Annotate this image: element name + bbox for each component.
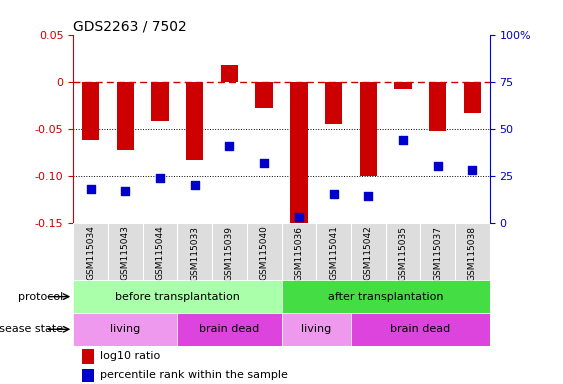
Bar [360,82,377,176]
Bar [421,223,455,280]
Text: GSM115042: GSM115042 [364,226,373,280]
Text: GSM115035: GSM115035 [399,226,408,281]
Point [155,174,164,180]
Bar [455,223,490,280]
Text: GDS2263 / 7502: GDS2263 / 7502 [73,20,187,33]
Bar [316,223,351,280]
Bar [351,313,490,346]
Point [294,214,303,220]
Text: GSM115037: GSM115037 [434,226,442,281]
Point [120,188,129,194]
Bar [464,82,481,113]
Text: disease state: disease state [0,324,63,334]
Text: GSM115033: GSM115033 [190,226,199,281]
Bar [82,82,99,140]
Point [86,186,95,192]
Bar [108,223,142,280]
Text: after transplantation: after transplantation [328,291,444,302]
Text: brain dead: brain dead [199,324,260,334]
Bar [290,82,307,225]
Text: percentile rank within the sample: percentile rank within the sample [100,370,288,380]
Bar [394,82,412,89]
Bar [351,223,386,280]
Text: GSM115041: GSM115041 [329,226,338,280]
Point [399,137,408,143]
Point [468,167,477,173]
Bar [82,349,94,364]
Bar [256,82,273,108]
Bar [73,223,108,280]
Bar [186,82,203,160]
Text: GSM115036: GSM115036 [294,226,303,281]
Text: GSM115038: GSM115038 [468,226,477,281]
Text: GSM115039: GSM115039 [225,226,234,281]
Bar [177,223,212,280]
Text: living: living [110,324,140,334]
Bar [73,280,282,313]
Bar [282,313,351,346]
Point [329,191,338,197]
Bar [386,223,421,280]
Text: GSM115034: GSM115034 [86,226,95,280]
Bar [212,223,247,280]
Point [225,142,234,149]
Bar [325,82,342,124]
Bar [221,65,238,82]
Bar [151,82,169,121]
Bar [429,82,446,131]
Text: GSM115044: GSM115044 [155,226,164,280]
Text: log10 ratio: log10 ratio [100,351,160,361]
Text: before transplantation: before transplantation [115,291,240,302]
Bar [82,369,94,382]
Bar [282,223,316,280]
Text: living: living [301,324,332,334]
Text: brain dead: brain dead [390,324,450,334]
Point [190,182,199,188]
Bar [177,313,282,346]
Point [364,193,373,199]
Bar [247,223,282,280]
Point [434,163,443,169]
Text: GSM115043: GSM115043 [121,226,129,280]
Bar [282,280,490,313]
Text: protocol: protocol [17,291,63,302]
Bar [117,82,134,150]
Text: GSM115040: GSM115040 [260,226,269,280]
Bar [142,223,177,280]
Bar [73,313,177,346]
Point [260,159,269,166]
